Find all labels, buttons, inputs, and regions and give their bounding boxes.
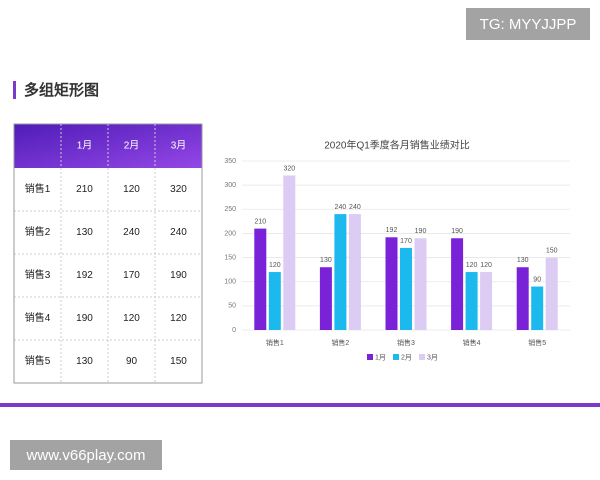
bar bbox=[283, 175, 296, 330]
x-tick-label: 销售1 bbox=[266, 338, 284, 347]
legend-swatch bbox=[367, 354, 373, 360]
chart-title: 2020年Q1季度各月销售业绩对比 bbox=[324, 139, 470, 152]
legend-label: 2月 bbox=[401, 353, 412, 361]
bar bbox=[531, 286, 544, 330]
value-label: 120 bbox=[466, 262, 478, 269]
table-cell: 170 bbox=[123, 270, 140, 281]
table-cell: 120 bbox=[123, 184, 140, 195]
title-accent bbox=[13, 81, 16, 99]
y-tick-label: 0 bbox=[232, 327, 236, 334]
table-cell: 190 bbox=[170, 270, 187, 281]
y-tick-label: 200 bbox=[224, 230, 236, 237]
table-cell: 240 bbox=[170, 227, 187, 238]
value-label: 130 bbox=[517, 257, 529, 264]
bar bbox=[268, 272, 281, 330]
value-label: 190 bbox=[415, 228, 427, 235]
bar bbox=[319, 267, 332, 330]
table-cell: 210 bbox=[76, 184, 93, 195]
value-label: 120 bbox=[269, 262, 281, 269]
bar bbox=[414, 238, 427, 330]
value-label: 170 bbox=[400, 238, 412, 245]
x-tick-label: 销售3 bbox=[397, 338, 415, 347]
value-label: 240 bbox=[335, 204, 347, 211]
table-row-name: 销售1 bbox=[25, 182, 51, 195]
bar bbox=[348, 214, 361, 330]
x-tick-label: 销售2 bbox=[331, 338, 349, 347]
bar bbox=[545, 257, 558, 330]
x-tick-label: 销售5 bbox=[528, 338, 546, 347]
table-row-name: 销售5 bbox=[25, 354, 51, 367]
bar bbox=[400, 247, 412, 330]
legend-swatch bbox=[393, 354, 399, 360]
table-cell: 90 bbox=[126, 356, 138, 367]
y-tick-label: 250 bbox=[224, 206, 236, 213]
watermark-box bbox=[10, 440, 162, 470]
watermark-top: TG: MYYJJPP bbox=[480, 16, 577, 33]
value-label: 90 bbox=[533, 276, 541, 283]
table-cell: 120 bbox=[170, 313, 187, 324]
bar bbox=[385, 237, 398, 330]
value-label: 130 bbox=[320, 257, 332, 264]
value-label: 190 bbox=[451, 228, 463, 235]
bar bbox=[254, 228, 267, 330]
value-label: 192 bbox=[386, 227, 398, 234]
table-row-name: 销售4 bbox=[25, 311, 51, 324]
bar bbox=[516, 267, 529, 330]
table-cell: 190 bbox=[76, 313, 93, 324]
bar bbox=[334, 214, 347, 330]
table-row-name: 销售2 bbox=[25, 225, 51, 238]
value-label: 210 bbox=[254, 218, 266, 225]
table-cell: 150 bbox=[170, 356, 187, 367]
divider bbox=[0, 403, 600, 407]
y-tick-label: 50 bbox=[228, 303, 236, 310]
table-header-cell: 3月 bbox=[171, 140, 187, 152]
y-tick-label: 150 bbox=[224, 254, 236, 261]
table-cell: 240 bbox=[123, 227, 140, 238]
bar bbox=[465, 272, 478, 330]
value-label: 320 bbox=[283, 165, 295, 172]
legend-label: 3月 bbox=[427, 353, 438, 361]
table-cell: 120 bbox=[123, 313, 140, 324]
watermark-box bbox=[466, 8, 590, 40]
legend-label: 1月 bbox=[375, 353, 386, 361]
bar bbox=[451, 238, 464, 330]
value-label: 240 bbox=[349, 204, 361, 211]
bar bbox=[480, 272, 493, 330]
watermark-bottom: www.v66play.com bbox=[26, 447, 146, 464]
table-row-name: 销售3 bbox=[25, 268, 51, 281]
value-label: 150 bbox=[546, 247, 558, 254]
table-header-cell: 2月 bbox=[124, 140, 140, 152]
table-border bbox=[13, 123, 203, 384]
y-tick-label: 350 bbox=[224, 158, 236, 165]
x-tick-label: 销售4 bbox=[463, 338, 481, 347]
table-header-cell: 1月 bbox=[77, 140, 93, 152]
slide-title: 多组矩形图 bbox=[24, 81, 99, 99]
value-label: 120 bbox=[480, 262, 492, 269]
y-tick-label: 100 bbox=[224, 279, 236, 286]
table-cell: 320 bbox=[170, 184, 187, 195]
table-cell: 192 bbox=[76, 270, 93, 281]
table-cell: 130 bbox=[76, 227, 93, 238]
y-tick-label: 300 bbox=[224, 182, 236, 189]
legend-swatch bbox=[419, 354, 425, 360]
table-cell: 130 bbox=[76, 356, 93, 367]
